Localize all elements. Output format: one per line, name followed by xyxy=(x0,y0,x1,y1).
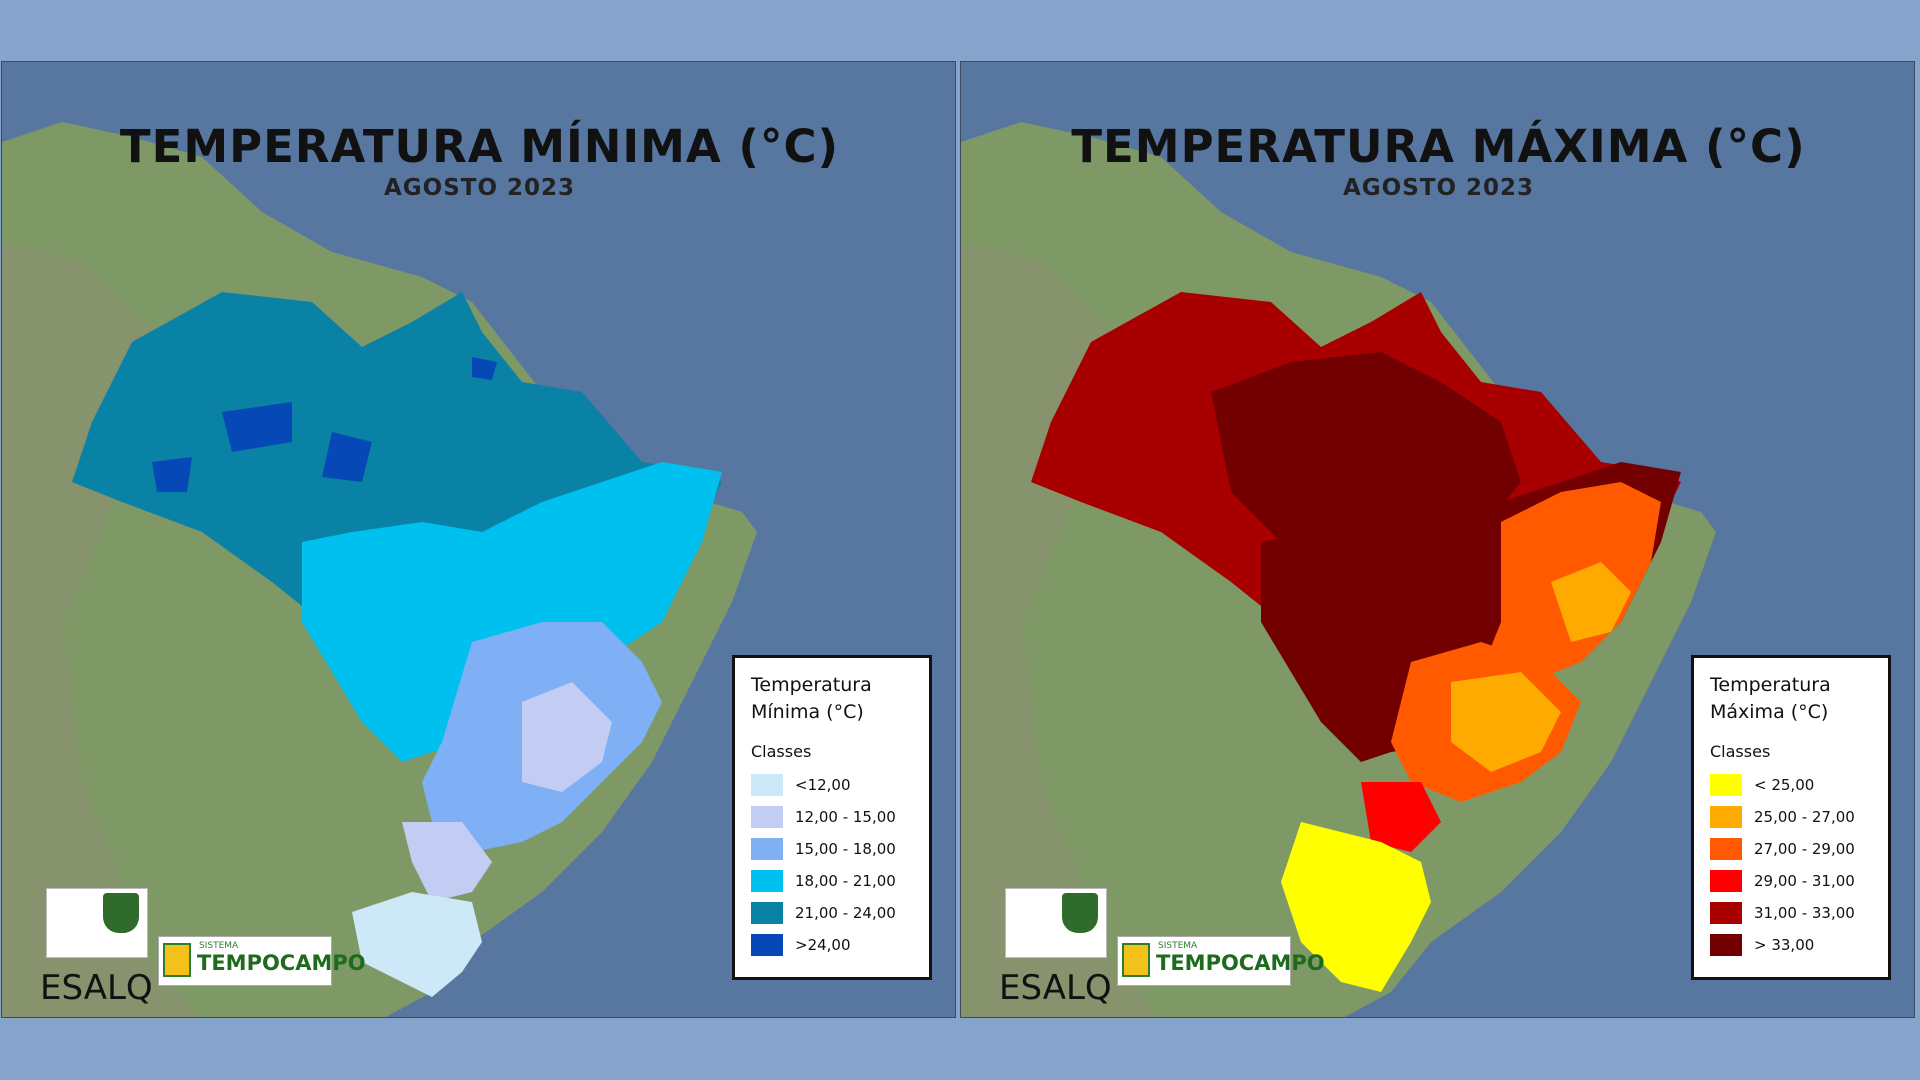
legend-item-label: 21,00 - 24,00 xyxy=(795,904,896,922)
map-panel-minimum: TEMPERATURA MÍNIMA (°C) AGOSTO 2023 Temp… xyxy=(1,61,956,1018)
tempocampo-text: TEMPOCAMPO xyxy=(197,951,366,975)
legend-item: > 33,00 xyxy=(1710,929,1872,961)
map-title: TEMPERATURA MÍNIMA (°C) xyxy=(119,120,840,173)
legend-item-label: 29,00 - 31,00 xyxy=(1754,872,1855,890)
map-panel-maximum: TEMPERATURA MÁXIMA (°C) AGOSTO 2023 Temp… xyxy=(960,61,1915,1018)
esalq-logo-text: ESALQ xyxy=(40,968,153,1008)
legend-item: 29,00 - 31,00 xyxy=(1710,865,1872,897)
legend-swatch xyxy=(751,902,783,924)
legend-item-label: 18,00 - 21,00 xyxy=(795,872,896,890)
map-subtitle: AGOSTO 2023 xyxy=(1342,175,1535,201)
legend-classes-label: Classes xyxy=(1710,742,1771,761)
legend-item: 15,00 - 18,00 xyxy=(751,833,913,865)
shield-icon xyxy=(103,893,139,933)
legend-swatch xyxy=(751,806,783,828)
legend-item-label: 31,00 - 33,00 xyxy=(1754,904,1855,922)
legend-swatch xyxy=(751,934,783,956)
legend-item-label: 15,00 - 18,00 xyxy=(795,840,896,858)
legend-swatch xyxy=(1710,902,1742,924)
legend-item: <12,00 xyxy=(751,769,913,801)
legend-item-label: < 25,00 xyxy=(1754,776,1815,794)
legend-title-line2: Máxima (°C) xyxy=(1710,701,1829,723)
legend-item-label: 27,00 - 29,00 xyxy=(1754,840,1855,858)
legend-swatch xyxy=(1710,774,1742,796)
legend-item-label: <12,00 xyxy=(795,776,851,794)
esalq-logo: ESALQ xyxy=(40,888,153,1008)
legend-title-line2: Mínima (°C) xyxy=(751,701,864,723)
legend-minimum: Temperatura Mínima (°C) Classes <12,00 1… xyxy=(732,655,932,980)
legend-title-line1: Temperatura xyxy=(1710,674,1831,696)
map-subtitle: AGOSTO 2023 xyxy=(383,175,576,201)
tempocampo-logo: SISTEMA TEMPOCAMPO xyxy=(158,936,366,986)
legend-item: 25,00 - 27,00 xyxy=(1710,801,1872,833)
legend-item: 21,00 - 24,00 xyxy=(751,897,913,929)
map-title: TEMPERATURA MÁXIMA (°C) xyxy=(1071,120,1806,173)
legend-item: 27,00 - 29,00 xyxy=(1710,833,1872,865)
legend-item-label: 12,00 - 15,00 xyxy=(795,808,896,826)
tempocampo-icon xyxy=(1122,943,1150,977)
legend-swatch xyxy=(751,774,783,796)
tempocampo-logo: SISTEMA TEMPOCAMPO xyxy=(1117,936,1325,986)
legend-maximum: Temperatura Máxima (°C) Classes < 25,00 … xyxy=(1691,655,1891,980)
legend-title-line1: Temperatura xyxy=(751,674,872,696)
legend-item: 31,00 - 33,00 xyxy=(1710,897,1872,929)
tempocampo-icon xyxy=(163,943,191,977)
esalq-badge-icon xyxy=(46,888,148,958)
esalq-logo-text: ESALQ xyxy=(999,968,1112,1008)
legend-swatch xyxy=(751,838,783,860)
legend-item: 12,00 - 15,00 xyxy=(751,801,913,833)
shield-icon xyxy=(1062,893,1098,933)
legend-swatch xyxy=(1710,838,1742,860)
legend-swatch xyxy=(1710,806,1742,828)
legend-item: 18,00 - 21,00 xyxy=(751,865,913,897)
legend-swatch xyxy=(751,870,783,892)
tempocampo-text: TEMPOCAMPO xyxy=(1156,951,1325,975)
temperature-map-minimum xyxy=(2,62,955,1017)
legend-item-label: >24,00 xyxy=(795,936,851,954)
legend-item-label: 25,00 - 27,00 xyxy=(1754,808,1855,826)
legend-item-label: > 33,00 xyxy=(1754,936,1815,954)
esalq-badge-icon xyxy=(1005,888,1107,958)
legend-swatch xyxy=(1710,934,1742,956)
legend-swatch xyxy=(1710,870,1742,892)
tempocampo-small-text: SISTEMA xyxy=(1158,941,1198,951)
legend-item: >24,00 xyxy=(751,929,913,961)
esalq-logo: ESALQ xyxy=(999,888,1112,1008)
tempocampo-small-text: SISTEMA xyxy=(199,941,239,951)
legend-item: < 25,00 xyxy=(1710,769,1872,801)
legend-classes-label: Classes xyxy=(751,742,812,761)
